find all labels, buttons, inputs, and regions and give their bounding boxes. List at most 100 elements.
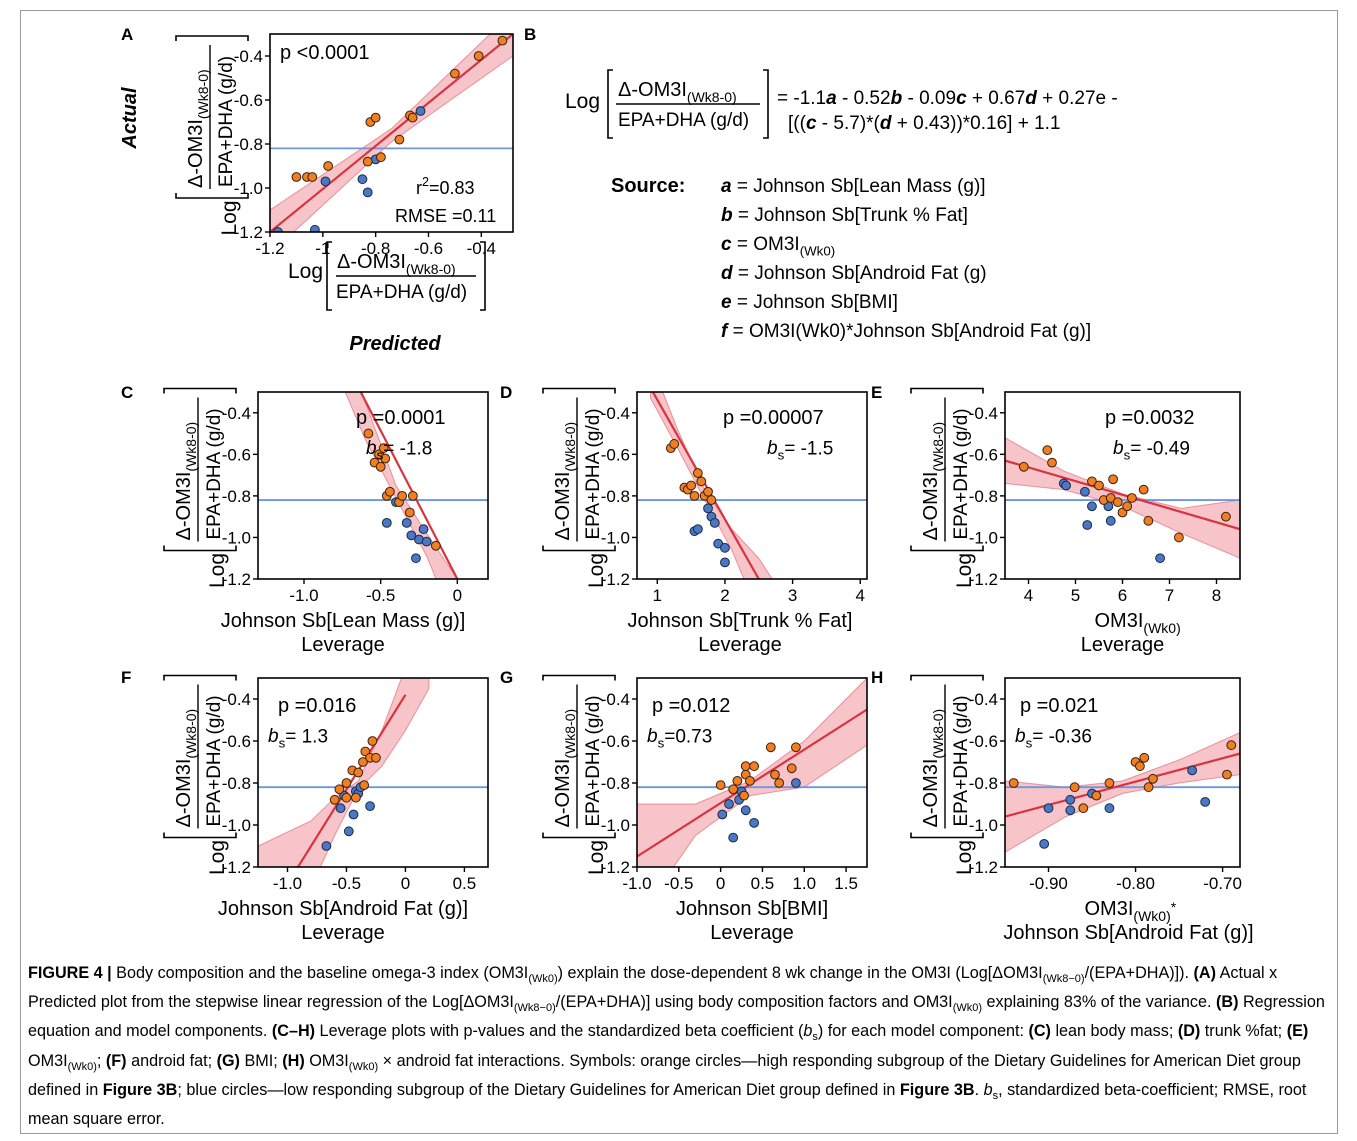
equation-line-1-part: - 0.09 — [902, 88, 956, 109]
equation-line-1-part: b — [891, 88, 903, 109]
source-item-a-part: a — [721, 176, 732, 197]
equation-line-1-part: = -1.1 — [777, 88, 826, 109]
y-label-bracket-right — [542, 387, 616, 394]
caption-figref: Figure 3B — [102, 1080, 178, 1099]
point-low-responder — [320, 176, 331, 187]
point-high-responder — [1108, 474, 1118, 485]
caption-text: android fat; — [126, 1051, 213, 1070]
caption-sub: (Wk0) — [528, 973, 558, 986]
y-label-numerator: Δ-OM3I(Wk8-0) — [552, 422, 578, 541]
beta-label-part: b — [268, 726, 279, 747]
point-low-responder — [401, 518, 412, 528]
beta-label-part: s — [279, 736, 286, 751]
point-low-responder — [348, 809, 359, 820]
y-label-denominator: EPA+DHA (g/d) — [951, 695, 972, 826]
equation-panel: Log Δ-OM3I(Wk8-0)EPA+DHA (g/d)= -1.1a - 0… — [565, 69, 1118, 342]
x-label-numerator: Δ-OM3I(Wk8-0) — [337, 251, 456, 277]
panel-letter-f: F — [121, 668, 131, 687]
predicted-label: Predicted — [349, 333, 441, 355]
beta-label: bs= -0.49 — [1113, 438, 1190, 463]
x-axis-label-2: Leverage — [301, 922, 384, 944]
confidence-band — [344, 392, 458, 579]
point-high-responder — [715, 780, 726, 790]
point-high-responder — [407, 112, 418, 123]
point-high-responder — [706, 495, 717, 505]
caption-text: ) for each model component: — [817, 1022, 1024, 1041]
point-high-responder — [1094, 480, 1104, 491]
y-tick-label: -0.8 — [601, 487, 630, 506]
x-tick-label: 0 — [401, 874, 410, 893]
y-tick-label: -1.0 — [222, 528, 251, 547]
caption-text: /(EPA+DHA)] using body composition facto… — [555, 993, 953, 1012]
caption-text: ; — [96, 1051, 102, 1070]
beta-label-part: =0.73 — [664, 727, 712, 748]
x-axis-label: Johnson Sb[Trunk % Fat] — [628, 610, 853, 632]
x-axis-label-part: * — [1171, 899, 1177, 915]
y-label-numerator-part: (Wk8-0) — [930, 709, 946, 759]
y-label-bracket-left — [910, 832, 984, 839]
y-label-bracket-left — [163, 545, 237, 552]
chart-panel-a: -1.2-1.0-0.8-0.6-0.4-1.2 -1 -0.8 -0.6 -0.4Lo… — [119, 33, 514, 355]
equation-line-1-part: - 0.52 — [837, 88, 891, 109]
point-low-responder — [421, 536, 432, 547]
y-tick-label: -1.0 — [234, 179, 263, 198]
point-high-responder — [1139, 752, 1150, 763]
p-value-label: p =0.012 — [652, 695, 730, 717]
x-axis-label-part: (Wk0) — [1143, 620, 1180, 636]
y-tick-label: -0.4 — [234, 47, 263, 66]
fit-line — [270, 34, 513, 232]
point-low-responder — [749, 818, 759, 828]
point-high-responder — [1112, 497, 1123, 508]
point-low-responder — [1065, 794, 1076, 805]
point-high-responder — [791, 742, 801, 753]
source-item-a: a = Johnson Sb[Lean Mass (g)] — [721, 176, 986, 197]
caption-label-d: (D) — [1177, 1022, 1201, 1041]
y-tick-label: -1.0 — [969, 816, 998, 835]
plot-frame — [636, 677, 868, 868]
chart-panel-h: -1.2 -1.0 -0.8 -0.6 -0.4 -0.90 -0.80 -0.70 Log Δ-… — [910, 674, 1254, 944]
beta-label-part: = -1.8 — [383, 439, 432, 460]
y-label-log: Log — [218, 200, 241, 235]
x-tick-label: 8 — [1212, 586, 1221, 605]
rmse-label: RMSE =0.11 — [395, 206, 496, 226]
y-label-denominator: EPA+DHA (g/d) — [951, 408, 972, 539]
point-low-responder — [1043, 803, 1054, 814]
equation-line-2-part: [(( — [788, 113, 807, 134]
beta-label-part: b — [1113, 438, 1124, 459]
plot-frame — [1004, 677, 1241, 868]
y-tick-label: -1.0 — [222, 816, 251, 835]
point-high-responder — [728, 784, 739, 795]
beta-label-part: s — [778, 448, 785, 463]
point-low-responder — [343, 826, 354, 837]
x-tick-label: 7 — [1165, 586, 1174, 605]
point-low-responder — [310, 224, 320, 232]
chart-panel-d: -1.2 -1.0 -0.8 -0.6 -0.4 1 2 3 4 Log Δ-OM3I(Wk8-0)… — [542, 387, 868, 656]
caption-text: , standardized beta-coefficient; RMSE, r… — [28, 1080, 1307, 1129]
beta-label-part: b — [1015, 726, 1026, 747]
fit-line — [296, 694, 407, 867]
actual-label: Actual — [119, 87, 141, 150]
point-low-responder — [724, 799, 734, 809]
y-label-numerator-part: Δ-OM3I — [173, 759, 195, 828]
point-high-responder — [732, 776, 743, 786]
y-label-numerator: Δ-OM3I(Wk8-0) — [920, 422, 946, 541]
y-tick-label: -0.8 — [969, 487, 998, 506]
point-high-responder — [1143, 515, 1154, 526]
caption-text: OM3I — [28, 1051, 68, 1070]
beta-label: bs= -0.36 — [1015, 726, 1092, 751]
eq-numerator-part: (Wk8-0) — [687, 89, 737, 105]
x-tick-label: -0.70 — [1203, 874, 1242, 893]
x-tick-label: -1.0 — [622, 874, 651, 893]
y-tick-label: -0.4 — [969, 690, 998, 709]
source-item-b-part: b — [721, 205, 733, 226]
source-item-d-part: = Johnson Sb[Android Fat (g) — [733, 263, 987, 284]
x-tick-label: 0 — [716, 874, 725, 893]
y-label-denominator: EPA+DHA (g/d) — [204, 408, 225, 539]
caption-text: ) explain the dose-dependent 8 wk change… — [557, 964, 1043, 982]
source-label: Source: — [611, 175, 685, 197]
y-tick-label: -0.8 — [601, 774, 630, 793]
x-label-numerator-part: (Wk8-0) — [406, 261, 456, 277]
y-tick-label: -1.2 — [969, 570, 998, 589]
